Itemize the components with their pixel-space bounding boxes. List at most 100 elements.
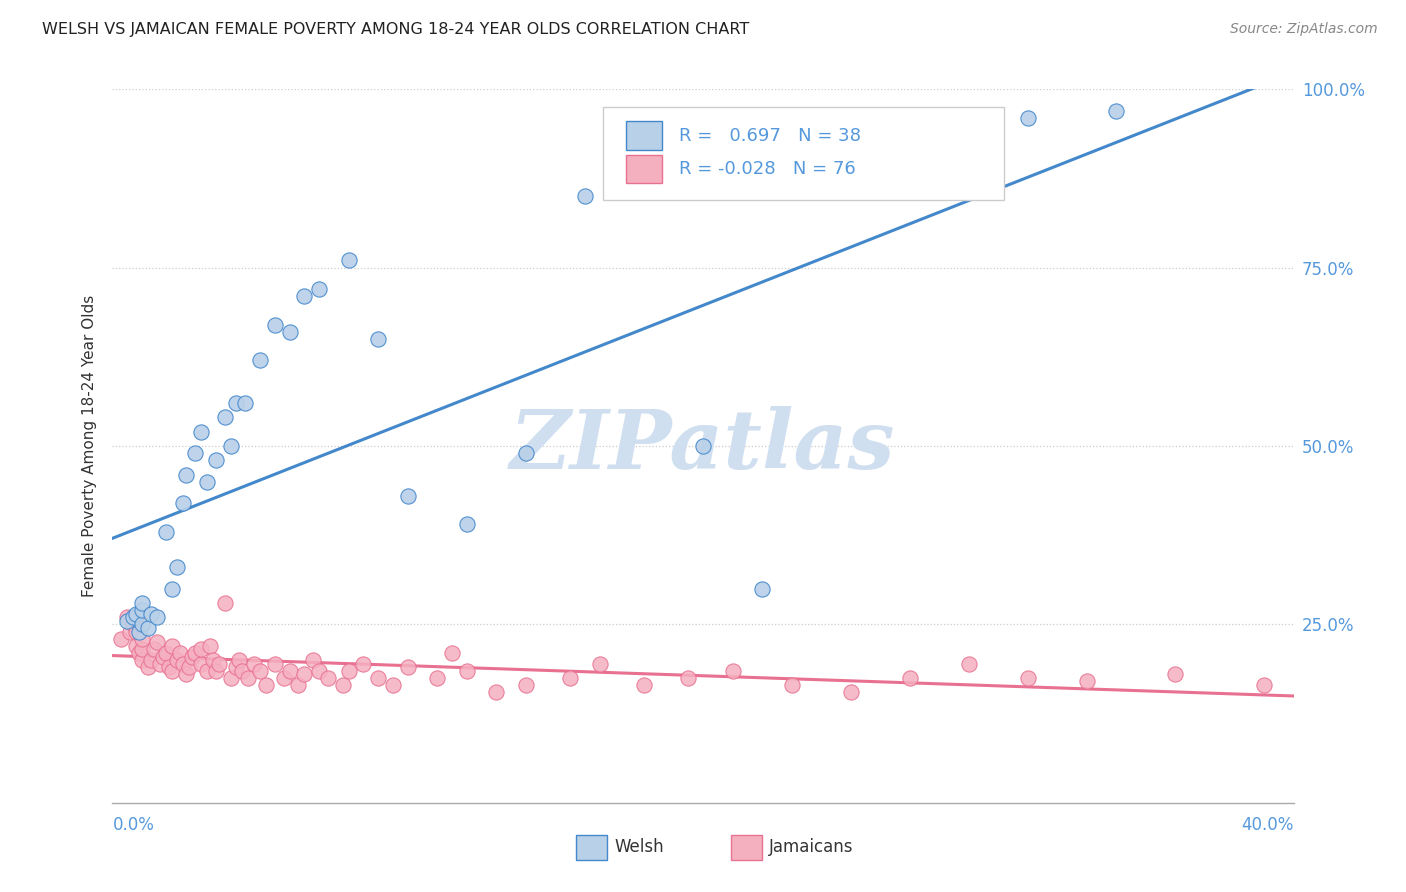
Text: Jamaicans: Jamaicans <box>769 838 853 856</box>
Point <box>131 653 153 667</box>
Point <box>169 646 191 660</box>
Point <box>456 664 478 678</box>
Text: Welsh: Welsh <box>614 838 664 856</box>
Point <box>254 678 277 692</box>
Point <box>125 607 148 621</box>
Point <box>515 446 537 460</box>
Point <box>219 439 242 453</box>
Point <box>131 617 153 632</box>
Point <box>264 318 287 332</box>
Point <box>125 639 148 653</box>
Point <box>131 603 153 617</box>
Point <box>160 639 183 653</box>
Point <box>302 653 325 667</box>
Point <box>160 664 183 678</box>
Point <box>456 517 478 532</box>
Point <box>1017 111 1039 125</box>
Point <box>225 396 247 410</box>
Point <box>155 646 177 660</box>
Point <box>839 685 862 699</box>
Point <box>146 610 169 624</box>
Point <box>264 657 287 671</box>
Point <box>441 646 464 660</box>
Point <box>110 632 132 646</box>
Point <box>205 453 228 467</box>
Text: ZIPatlas: ZIPatlas <box>510 406 896 486</box>
Text: 0.0%: 0.0% <box>112 816 155 834</box>
Text: 40.0%: 40.0% <box>1241 816 1294 834</box>
Point <box>172 657 194 671</box>
Point <box>122 617 145 632</box>
FancyBboxPatch shape <box>626 121 662 150</box>
Point <box>136 660 159 674</box>
Point <box>382 678 405 692</box>
Point <box>208 657 231 671</box>
Point <box>588 657 610 671</box>
Point <box>273 671 295 685</box>
Point <box>396 489 419 503</box>
Point <box>751 582 773 596</box>
Point <box>558 671 582 685</box>
FancyBboxPatch shape <box>603 107 1004 200</box>
Point <box>1164 667 1187 681</box>
Point <box>957 657 980 671</box>
Point <box>174 467 197 482</box>
Point <box>238 671 260 685</box>
Point <box>332 678 354 692</box>
Point <box>249 664 271 678</box>
Point <box>149 657 172 671</box>
FancyBboxPatch shape <box>626 155 662 184</box>
Point <box>337 253 360 268</box>
Point <box>678 671 700 685</box>
Point <box>131 632 153 646</box>
Point <box>396 660 419 674</box>
Point <box>214 596 236 610</box>
Point <box>308 282 330 296</box>
Point <box>308 664 330 678</box>
Point <box>160 582 183 596</box>
Point <box>190 425 212 439</box>
Point <box>125 624 148 639</box>
Point <box>142 642 165 657</box>
Point <box>515 678 537 692</box>
Point <box>131 596 153 610</box>
Point <box>1076 674 1098 689</box>
Point <box>181 649 204 664</box>
Point <box>117 614 138 628</box>
Point <box>184 646 207 660</box>
Point <box>136 621 159 635</box>
Point <box>190 642 212 657</box>
Text: R =   0.697   N = 38: R = 0.697 N = 38 <box>679 127 862 145</box>
Text: R = -0.028   N = 76: R = -0.028 N = 76 <box>679 161 856 178</box>
Point <box>179 660 201 674</box>
Point <box>198 639 221 653</box>
Point <box>292 667 315 681</box>
Point <box>1105 103 1128 118</box>
Point <box>228 653 250 667</box>
Point <box>243 657 266 671</box>
Point <box>231 664 253 678</box>
Point <box>337 664 360 678</box>
Point <box>166 560 188 574</box>
Point <box>190 657 212 671</box>
Point <box>287 678 309 692</box>
Point <box>139 653 162 667</box>
Point <box>426 671 449 685</box>
Y-axis label: Female Poverty Among 18-24 Year Olds: Female Poverty Among 18-24 Year Olds <box>82 295 97 597</box>
Point <box>292 289 315 303</box>
Point <box>184 446 207 460</box>
Point <box>214 410 236 425</box>
Point <box>219 671 242 685</box>
Text: WELSH VS JAMAICAN FEMALE POVERTY AMONG 18-24 YEAR OLDS CORRELATION CHART: WELSH VS JAMAICAN FEMALE POVERTY AMONG 1… <box>42 22 749 37</box>
Point <box>574 189 596 203</box>
Point <box>278 325 301 339</box>
Point <box>1253 678 1275 692</box>
Point <box>195 475 218 489</box>
Point <box>128 646 150 660</box>
Point <box>249 353 271 368</box>
Point <box>152 649 174 664</box>
Point <box>485 685 508 699</box>
Point <box>898 671 921 685</box>
Point <box>205 664 228 678</box>
Point <box>278 664 301 678</box>
